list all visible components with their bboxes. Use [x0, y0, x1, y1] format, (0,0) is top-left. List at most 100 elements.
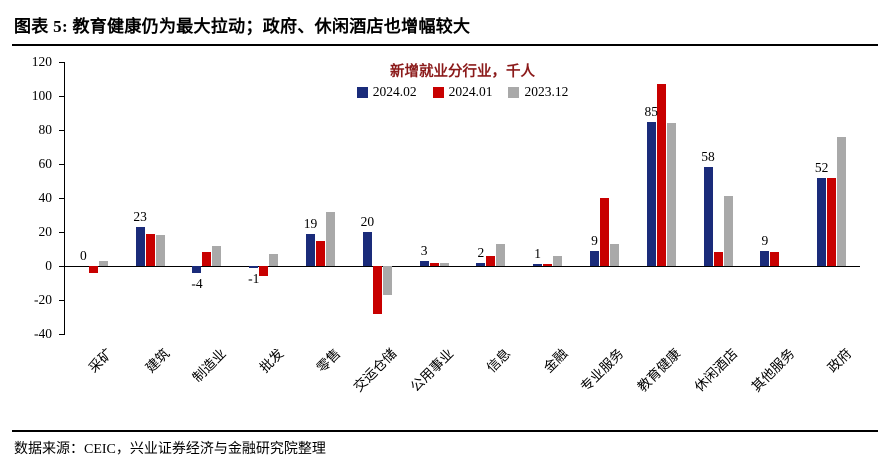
x-tick-label: 采矿 [86, 345, 116, 376]
bar-2024.01 [259, 266, 269, 277]
bar-2023.12 [609, 243, 619, 266]
y-tick-mark [59, 129, 65, 131]
category-group: 23 建筑 [122, 62, 179, 376]
bar-2024.01 [316, 240, 326, 266]
bar-2024.02 [589, 250, 599, 266]
legend-item-2024.02: 2024.02 [356, 84, 417, 100]
bar-2023.12 [269, 254, 279, 266]
category-group: 52 政府 [803, 62, 860, 376]
bar-2024.01 [486, 255, 496, 266]
x-tick-label: 其他服务 [748, 345, 798, 395]
category-group: 1 金融 [519, 62, 576, 376]
bar-value-label: 23 [133, 208, 147, 224]
bar-value-label: 1 [534, 246, 542, 262]
bar-2024.01 [202, 252, 212, 266]
legend-swatch-icon [432, 86, 444, 98]
bar-2024.01 [543, 264, 553, 266]
category-group: 85 教育健康 [633, 62, 690, 395]
bar-2024.02 [249, 266, 259, 268]
legend: 2024.02 2024.01 2023.12 [65, 84, 860, 100]
bar-value-label: 9 [591, 232, 598, 248]
bar-2024.01 [372, 266, 382, 314]
y-tick-label: 60 [38, 156, 53, 171]
y-tick-label: 120 [31, 54, 52, 69]
legend-item-2024.01: 2024.01 [432, 84, 493, 100]
y-tick-label: 40 [38, 190, 53, 205]
x-tick-label: 教育健康 [634, 345, 684, 395]
x-axis-line [65, 265, 860, 267]
y-tick-mark [59, 61, 65, 63]
category-group: 19 零售 [292, 62, 349, 376]
bar-2024.02 [476, 262, 486, 266]
bar-value-label: 58 [701, 149, 715, 165]
bar-2023.12 [155, 235, 165, 266]
legend-label: 2023.12 [524, 84, 569, 99]
x-tick-label: 零售 [313, 345, 343, 376]
y-tick-mark [59, 333, 65, 335]
y-tick-mark [59, 163, 65, 165]
bar-2024.02 [135, 226, 145, 266]
bar-2024.01 [145, 233, 155, 266]
category-group: 20 交运仓储 [349, 62, 406, 395]
category-group: 3 公用事业 [406, 62, 463, 395]
y-tick-mark [59, 95, 65, 97]
y-axis: 120 100 80 60 40 20 0 -20 -40 [12, 54, 62, 341]
bar-value-label: -1 [248, 270, 260, 286]
bar-value-label: 20 [360, 214, 375, 229]
source-note: 数据来源：CEIC，兴业证券经济与金融研究院整理 [12, 430, 878, 460]
y-tick-label: -40 [34, 326, 52, 341]
legend-label: 2024.01 [448, 84, 493, 99]
bar-2024.01 [599, 198, 609, 266]
bar-2023.12 [326, 211, 336, 266]
category-group: 58 休闲酒店 [690, 62, 747, 394]
legend-label: 2024.02 [372, 84, 417, 99]
plot-area: 新增就业分行业，千人 2024.02 2024.01 2023.12 0 采矿 23 建筑… [59, 61, 860, 395]
bar-2024.02 [703, 167, 713, 266]
chart-caption: 图表 5: 教育健康仍为最大拉动；政府、休闲酒店也增幅较大 [12, 10, 878, 46]
bar-2024.01 [429, 262, 439, 266]
bar-2023.12 [837, 136, 847, 266]
x-tick-label: 批发 [256, 345, 287, 376]
bar-2024.02 [362, 232, 372, 266]
x-tick-label: 金融 [540, 345, 571, 376]
bar-2024.02 [192, 266, 202, 273]
bar-2024.01 [713, 252, 723, 266]
legend-swatch-icon [356, 86, 368, 98]
plot-title: 新增就业分行业，千人 [390, 64, 535, 80]
y-tick-label: -20 [34, 292, 52, 307]
bar-value-label: -4 [191, 275, 203, 291]
bar-2023.12 [496, 243, 506, 266]
bar-2023.12 [666, 123, 676, 266]
bar-2024.02 [646, 121, 656, 266]
bar-2023.12 [439, 262, 449, 266]
chart: 120 100 80 60 40 20 0 -20 -40 新增就业分行业，千人 2024.02… [12, 54, 878, 424]
x-tick-label: 政府 [824, 345, 855, 376]
x-tick-label: 公用事业 [407, 345, 457, 395]
bar-2023.12 [723, 196, 733, 266]
y-tick-mark [59, 197, 65, 199]
bar-2024.01 [88, 266, 98, 273]
y-tick-mark [59, 231, 65, 233]
bar-2023.12 [98, 260, 108, 266]
y-tick-mark [59, 265, 65, 267]
chart-caption-text: 图表 5: 教育健康仍为最大拉动；政府、休闲酒店也增幅较大 [14, 17, 471, 36]
bar-value-label: 9 [761, 232, 769, 248]
legend-item-2023.12: 2023.12 [508, 84, 568, 100]
category-group: 9 专业服务 [576, 62, 633, 395]
bar-2023.12 [553, 255, 563, 266]
category-group: -1 批发 [235, 62, 292, 376]
y-tick-label: 0 [45, 258, 52, 273]
y-tick-label: 100 [31, 88, 52, 103]
bar-value-label: 2 [477, 244, 485, 260]
source-text: 数据来源：CEIC，兴业证券经济与金融研究院整理 [14, 442, 326, 457]
category-group: 9 其他服务 [746, 62, 803, 395]
bar-value-label: 3 [420, 242, 428, 258]
bar-2023.12 [212, 245, 222, 266]
x-tick-label: 专业服务 [578, 345, 627, 395]
y-tick-mark [59, 299, 65, 301]
bar-2024.02 [817, 177, 827, 266]
bar-value-label: 0 [80, 248, 87, 263]
bar-2024.01 [770, 252, 780, 266]
bar-2024.01 [656, 84, 666, 266]
category-group: -4 制造业 [179, 62, 236, 385]
